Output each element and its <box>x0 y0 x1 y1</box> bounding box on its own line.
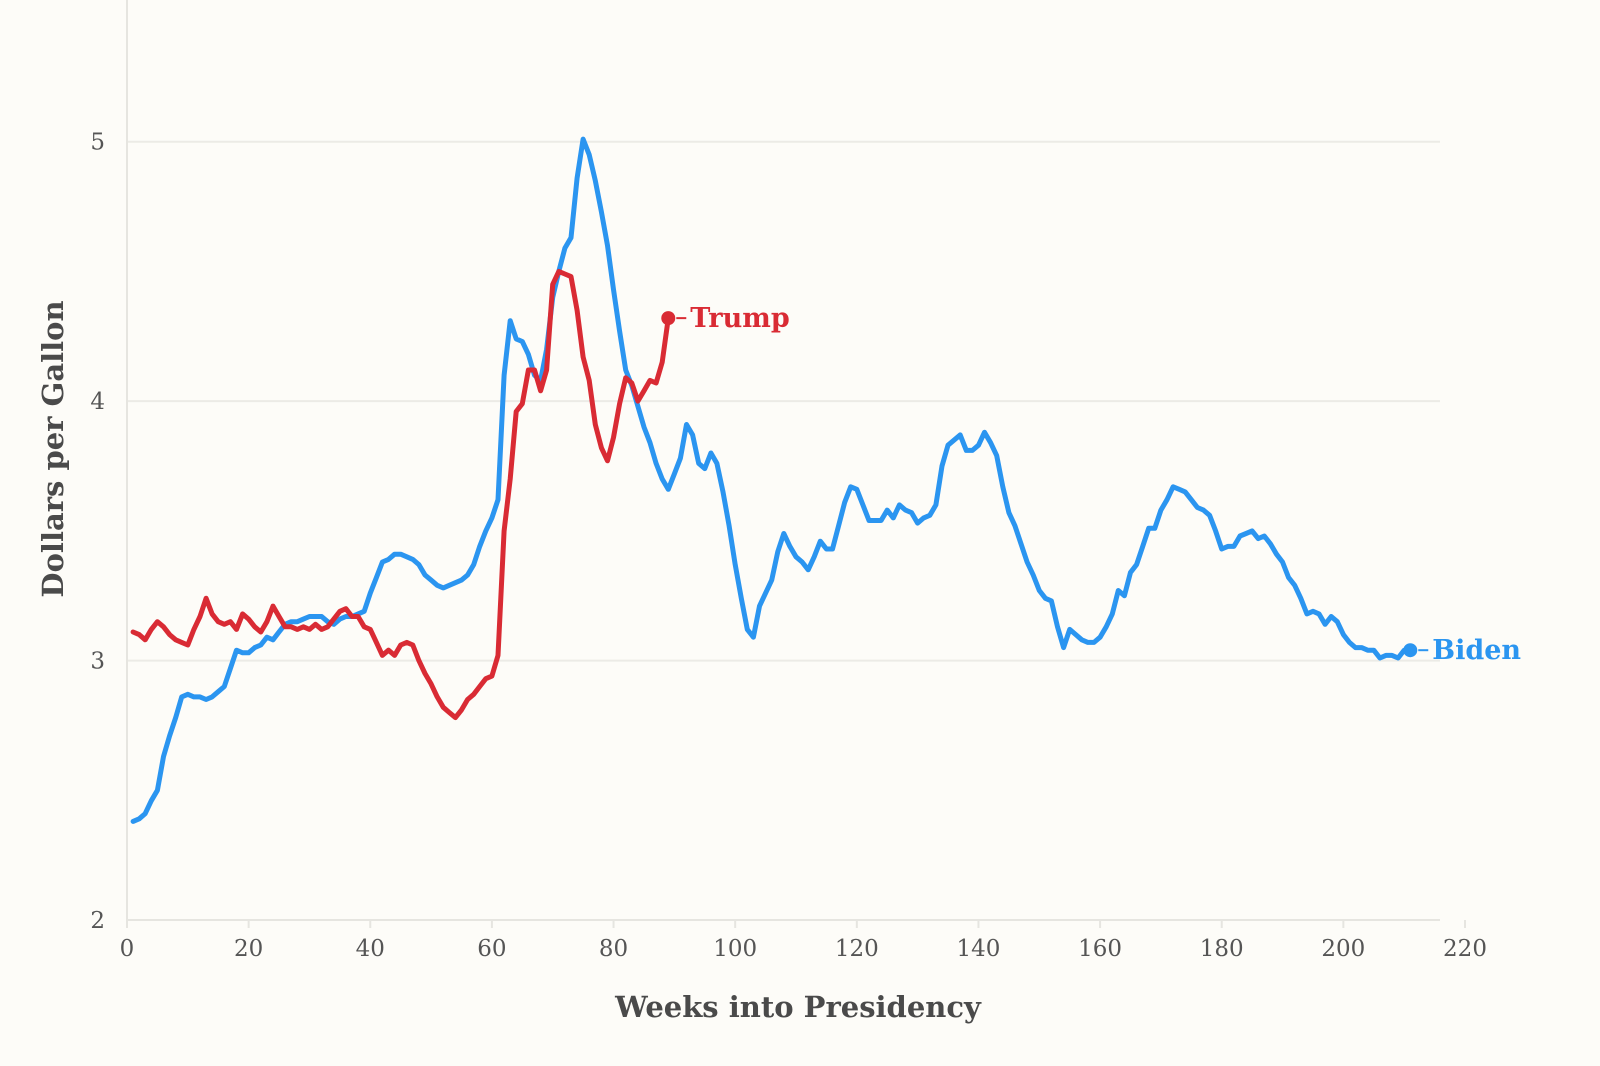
x-axis-title: Weeks into Presidency <box>614 990 982 1024</box>
x-tick-label: 200 <box>1321 936 1365 962</box>
biden-series-line <box>130 136 1413 824</box>
x-tick-label: 40 <box>356 936 385 962</box>
y-axis-title: Dollars per Gallon <box>36 300 70 597</box>
x-tick-label: 120 <box>835 936 879 962</box>
axis-layer: 2 3 4 5 0 20 40 60 80 100 120 140 160 180 200 220 <box>90 0 1487 962</box>
trump-endpoint-marker <box>661 311 676 326</box>
series-layer <box>130 136 1413 824</box>
x-tick-label: 100 <box>713 936 757 962</box>
series-label-layer: Biden Trump <box>661 303 1521 666</box>
x-tick-label: 80 <box>599 936 628 962</box>
biden-series-label: Biden <box>1432 635 1521 666</box>
trump-series-label: Trump <box>690 303 789 334</box>
x-tick-label: 220 <box>1443 936 1487 962</box>
y-tick-label: 2 <box>90 908 105 934</box>
biden-endpoint-marker <box>1403 643 1418 658</box>
x-tick-label: 60 <box>477 936 506 962</box>
trump-series-line <box>130 268 671 721</box>
x-tick-label: 20 <box>234 936 263 962</box>
x-tick-label: 160 <box>1078 936 1122 962</box>
y-tick-label: 3 <box>90 649 105 675</box>
x-tick-label: 180 <box>1200 936 1244 962</box>
y-tick-label: 4 <box>90 389 105 415</box>
x-tick-label: 140 <box>957 936 1001 962</box>
x-tick-label: 0 <box>120 936 135 962</box>
grid-layer <box>127 140 1440 921</box>
y-tick-label: 5 <box>90 130 105 156</box>
